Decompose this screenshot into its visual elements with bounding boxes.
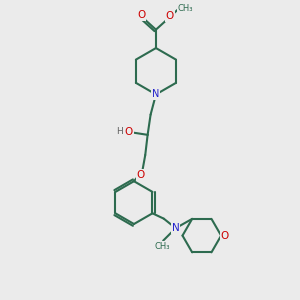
Text: N: N [172,223,179,233]
Text: N: N [152,89,160,99]
Text: O: O [137,170,145,180]
Text: H: H [116,128,122,136]
Text: CH₃: CH₃ [155,242,170,251]
Text: O: O [166,11,174,21]
Text: O: O [124,128,133,137]
Text: CH₃: CH₃ [178,4,193,13]
Text: O: O [220,231,229,241]
Text: O: O [137,10,145,20]
